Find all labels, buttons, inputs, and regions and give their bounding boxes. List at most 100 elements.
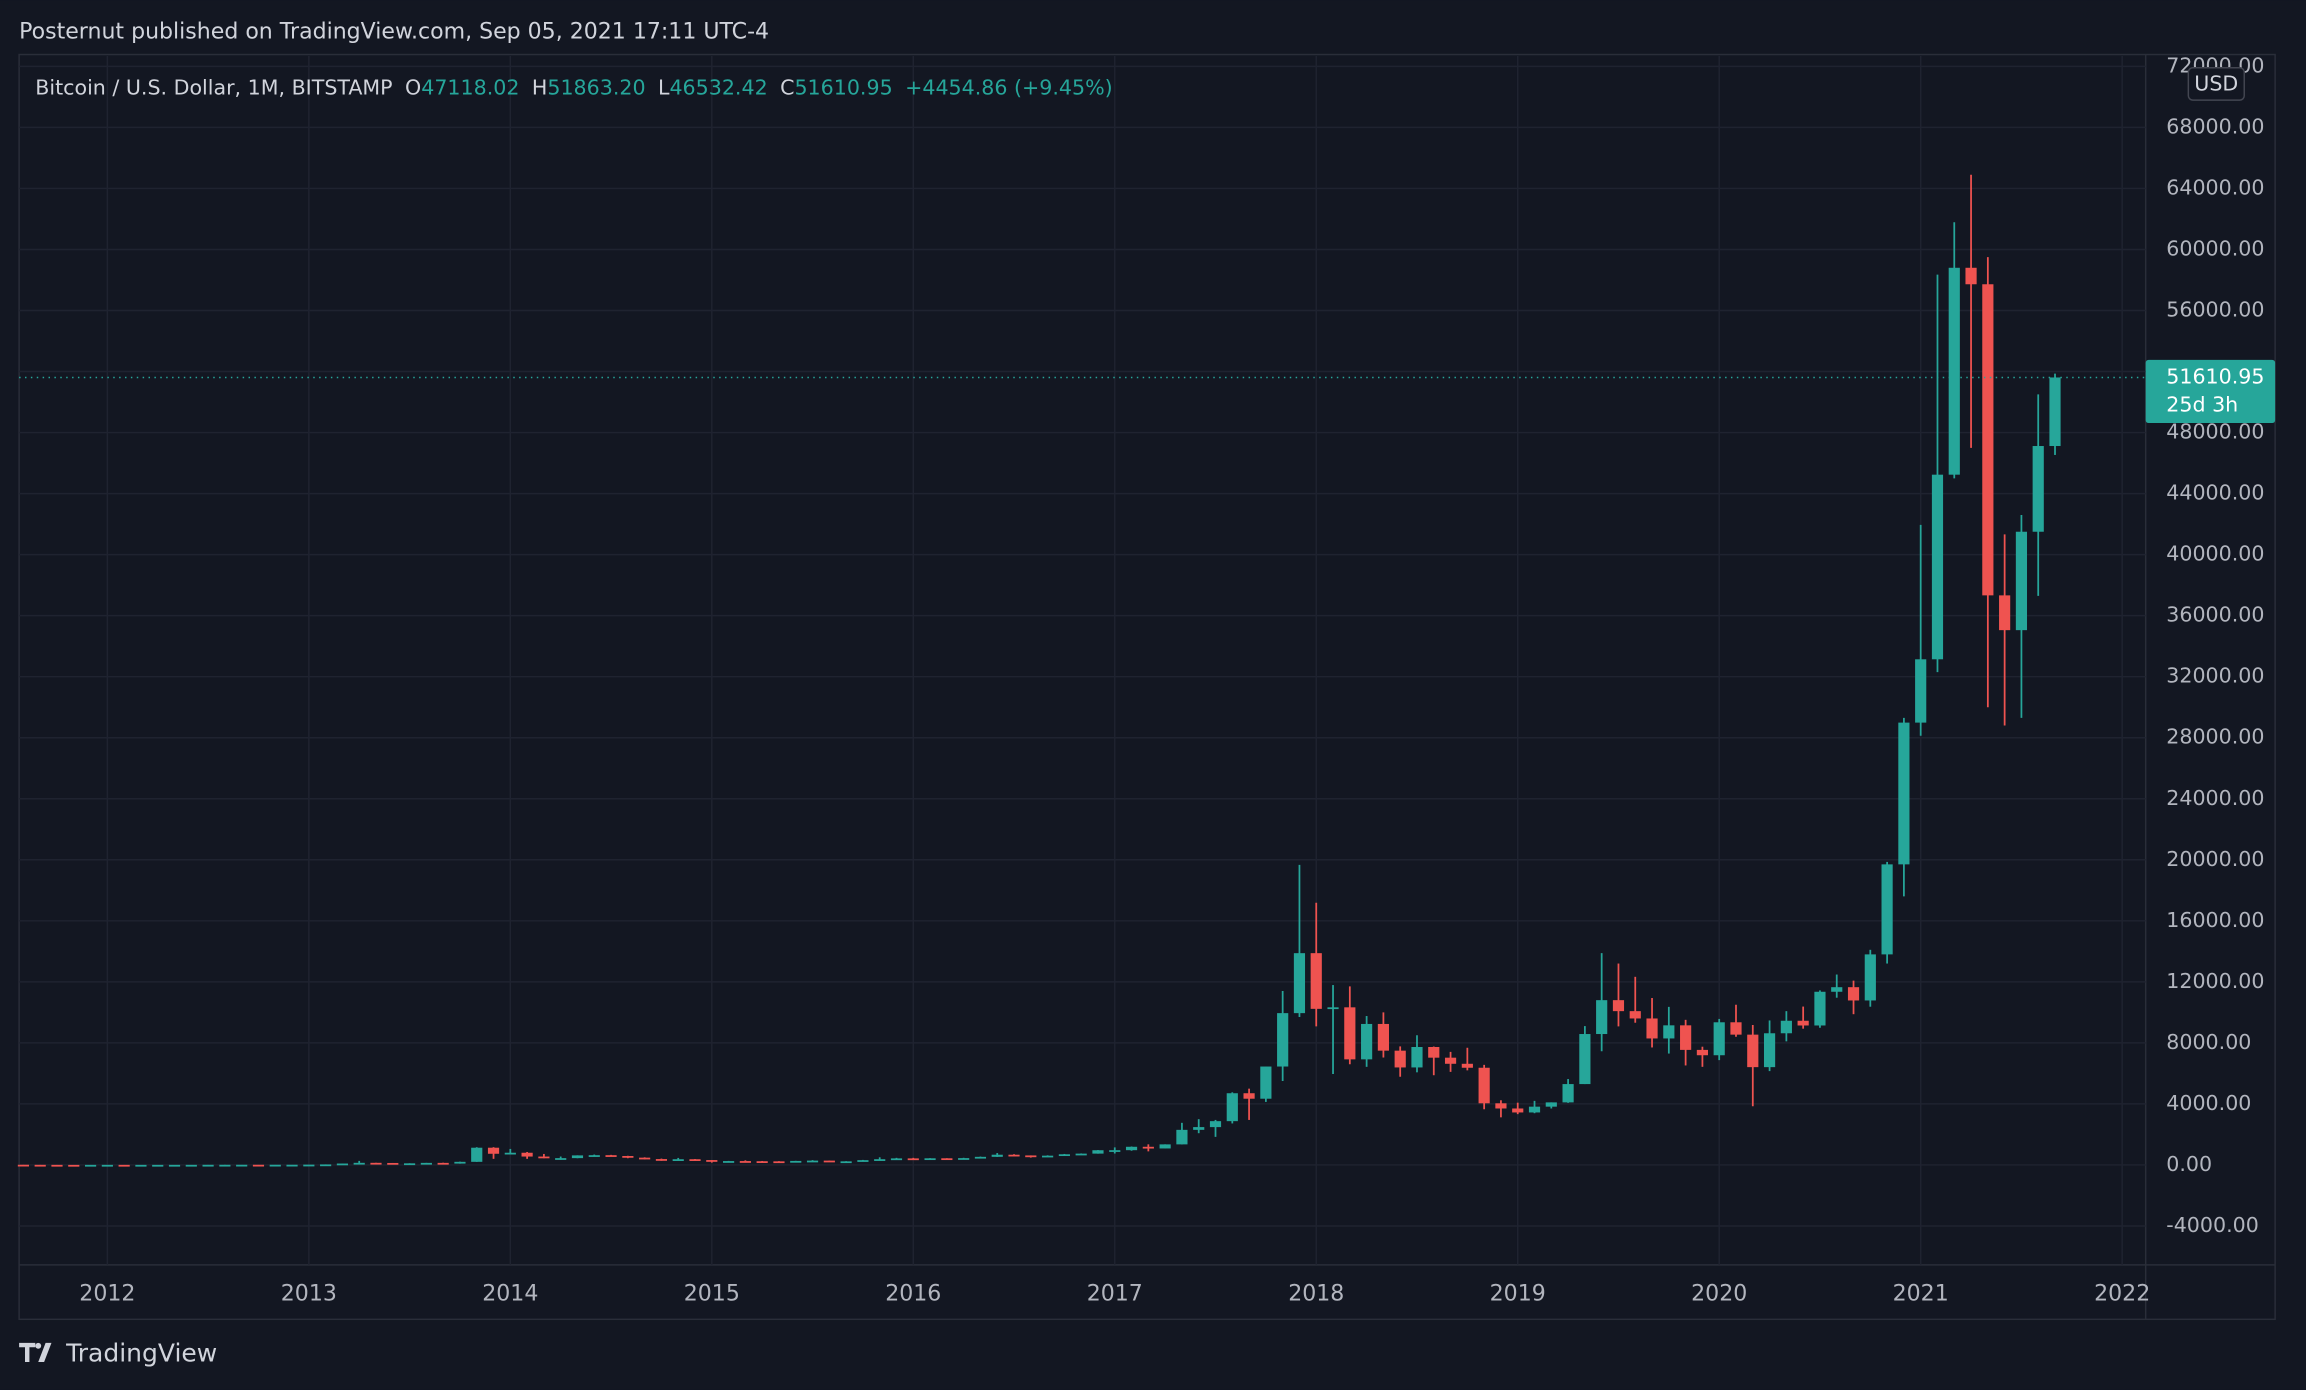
candle-body xyxy=(1461,1063,1473,1068)
y-tick-label: 56000.00 xyxy=(2166,297,2264,321)
candle-body xyxy=(152,1164,164,1167)
y-tick-label: 32000.00 xyxy=(2166,664,2264,688)
currency-box[interactable] xyxy=(2187,67,2245,101)
candle-body xyxy=(1444,1057,1457,1064)
y-tick-label: 0.00 xyxy=(2166,1152,2212,1176)
y-tick-label: 40000.00 xyxy=(2166,542,2264,566)
candle-body xyxy=(1680,1025,1692,1050)
published-note: Posternut published on TradingView.com, … xyxy=(19,19,769,44)
symbol: Bitcoin / U.S. Dollar, 1M, BITSTAMP xyxy=(35,75,392,99)
candle-body xyxy=(286,1164,298,1167)
candle-body xyxy=(571,1155,584,1159)
candle-body xyxy=(370,1162,382,1165)
x-tick-label: 2020 xyxy=(1691,1281,1747,1306)
candle-body xyxy=(454,1161,466,1164)
brand: TradingView xyxy=(65,1339,217,1368)
candle-body xyxy=(1260,1066,1272,1099)
candle-body xyxy=(219,1164,231,1167)
chart-frame xyxy=(18,53,2276,1321)
y-tick-label: 20000.00 xyxy=(2166,847,2264,871)
candle-body xyxy=(1814,991,1826,1026)
candle-body xyxy=(857,1160,869,1162)
candle-body xyxy=(1797,1020,1809,1026)
candle-body xyxy=(840,1161,852,1164)
candle-body xyxy=(504,1152,516,1155)
candle-body xyxy=(1243,1093,1255,1099)
candle-body xyxy=(1999,595,2011,631)
candle-body xyxy=(1831,987,1843,992)
candle-body xyxy=(471,1147,483,1162)
candle-body xyxy=(806,1160,819,1163)
candle-body xyxy=(739,1161,751,1163)
candle-body xyxy=(2049,377,2061,447)
candle-body xyxy=(1948,267,1960,475)
candle-body xyxy=(135,1164,147,1167)
candle-body xyxy=(202,1164,214,1167)
candle-body xyxy=(974,1156,987,1159)
candle-body xyxy=(924,1158,936,1161)
candle-body xyxy=(672,1159,684,1161)
candle-body xyxy=(689,1159,701,1161)
candle-body xyxy=(236,1164,248,1167)
candle-body xyxy=(773,1161,785,1164)
candle-body xyxy=(1008,1154,1020,1157)
candle-body xyxy=(1176,1129,1188,1145)
x-tick-label: 2019 xyxy=(1490,1281,1546,1306)
candle-body xyxy=(1747,1034,1759,1068)
candle-body xyxy=(1982,284,1994,596)
close-label: C xyxy=(780,75,794,99)
candle-body xyxy=(1528,1106,1541,1113)
candle-body xyxy=(420,1162,432,1165)
candle-body xyxy=(1394,1050,1406,1068)
y-tick-label: -4000.00 xyxy=(2166,1213,2259,1237)
candle-body xyxy=(1646,1018,1658,1039)
candle-body xyxy=(68,1164,80,1167)
candle-body xyxy=(118,1164,130,1167)
y-tick-label: 60000.00 xyxy=(2166,236,2264,260)
candle-body xyxy=(1915,659,1927,723)
grid xyxy=(19,55,2146,1265)
candle-body xyxy=(1864,954,1876,1001)
candle-body xyxy=(1596,1000,1608,1035)
high-label: H xyxy=(532,75,547,99)
candle-body xyxy=(890,1158,903,1161)
candle-body xyxy=(1361,1023,1373,1060)
candle-body xyxy=(1965,267,1977,285)
candle-body xyxy=(1058,1154,1070,1157)
y-tick-label: 8000.00 xyxy=(2166,1030,2251,1054)
candle-body xyxy=(1209,1121,1222,1128)
candle-body xyxy=(622,1156,634,1158)
candle-body xyxy=(1193,1127,1205,1130)
candle-body xyxy=(320,1164,332,1167)
x-tick-label: 2015 xyxy=(684,1281,740,1306)
last-price-box xyxy=(2145,359,2276,424)
ohlc-legend: Bitcoin / U.S. Dollar, 1M, BITSTAMP O471… xyxy=(35,75,1112,99)
candle-body xyxy=(84,1164,97,1167)
candle-body xyxy=(941,1158,953,1161)
candle-body xyxy=(1847,987,1860,1001)
y-tick-label: 48000.00 xyxy=(2166,420,2264,444)
x-tick-label: 2016 xyxy=(885,1281,941,1306)
candle-body xyxy=(185,1164,197,1167)
y-tick-label: 36000.00 xyxy=(2166,603,2264,627)
labels: -4000.00 0.00 4000.00 8000.00 12000.00 16000.… xyxy=(19,53,2276,1306)
candle-body xyxy=(1310,953,1322,1009)
candle-body xyxy=(1125,1146,1138,1151)
candle-body xyxy=(639,1157,651,1160)
candle-body xyxy=(1159,1144,1171,1149)
candle-body xyxy=(907,1158,919,1161)
candle-body xyxy=(605,1155,617,1157)
x-tick-label: 2013 xyxy=(281,1281,337,1306)
candle-body xyxy=(1142,1146,1154,1149)
candle-body xyxy=(655,1159,668,1161)
candle-body xyxy=(1377,1023,1389,1051)
candle-body xyxy=(1545,1102,1557,1107)
candle-body xyxy=(1293,953,1306,1014)
countdown-label: 25d 3h xyxy=(2166,392,2238,416)
x-tick-label: 2014 xyxy=(482,1281,538,1306)
candle-body xyxy=(437,1162,449,1165)
candle-body xyxy=(1713,1022,1725,1056)
y-tick-label: 4000.00 xyxy=(2166,1091,2251,1115)
